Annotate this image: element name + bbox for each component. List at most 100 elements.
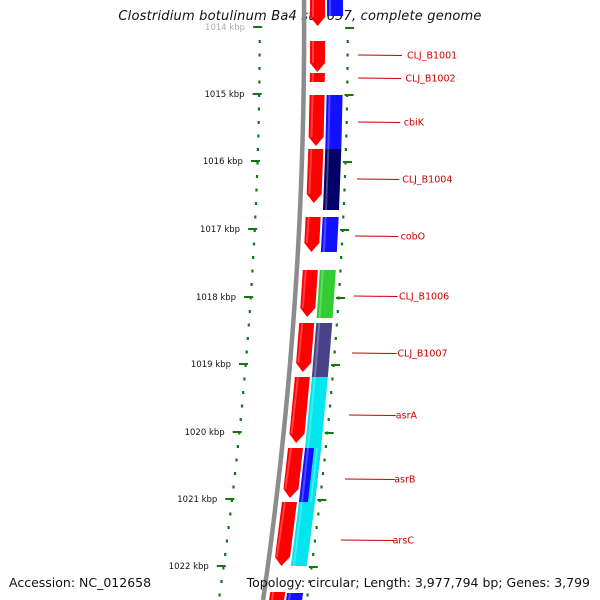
forward-cds-arrow xyxy=(283,448,304,498)
minor-tick-outer xyxy=(328,404,332,408)
minor-tick-inner xyxy=(257,121,260,124)
minor-tick-inner xyxy=(244,364,247,367)
forward-cds-arrow-highlight xyxy=(284,448,293,489)
minor-tick-inner xyxy=(236,445,239,448)
minor-tick-inner xyxy=(258,94,261,97)
minor-tick-inner xyxy=(257,107,260,111)
scale-label: 1022 kbp xyxy=(169,562,209,572)
forward-cds-arrow-highlight xyxy=(311,41,315,63)
forward-cds-arrow xyxy=(269,592,286,600)
scale-label: 1014 kbp xyxy=(205,23,245,33)
forward-cds-arrow xyxy=(308,95,325,146)
outer-band-feature xyxy=(305,377,328,448)
minor-tick-outer xyxy=(342,215,345,219)
gene-leader-line xyxy=(357,54,403,56)
accession-text: Accession: NC_012658 xyxy=(9,575,152,590)
forward-cds-arrow-highlight xyxy=(297,323,304,363)
forward-cds-arrow xyxy=(289,377,310,443)
outer-band-feature-highlight xyxy=(327,95,331,149)
outer-band-feature-highlight xyxy=(288,593,292,600)
gene-label: CLJ_B1004 xyxy=(402,175,452,186)
minor-tick-inner xyxy=(243,377,246,381)
minor-tick-inner xyxy=(232,485,235,489)
gene-leader-line xyxy=(340,539,394,541)
minor-tick-inner xyxy=(225,539,228,543)
minor-tick-inner xyxy=(248,310,251,313)
forward-cds-arrow-highlight xyxy=(301,270,307,308)
minor-tick-outer xyxy=(345,134,348,138)
minor-tick-outer xyxy=(346,53,349,57)
gene-label: CLJ_B1001 xyxy=(407,51,457,62)
minor-tick-inner xyxy=(257,134,260,138)
outer-band-feature xyxy=(327,0,344,16)
minor-tick-outer xyxy=(342,202,346,205)
outer-band-feature xyxy=(286,593,304,600)
minor-tick-outer xyxy=(343,188,346,192)
outer-band-feature xyxy=(311,323,333,377)
minor-tick-inner xyxy=(224,553,227,556)
outer-band-feature-highlight xyxy=(324,149,330,210)
minor-tick-inner xyxy=(227,526,230,529)
minor-tick-outer xyxy=(345,121,348,124)
forward-cds-arrow xyxy=(275,502,297,566)
minor-tick-outer xyxy=(338,283,341,286)
minor-tick-outer xyxy=(320,485,323,489)
label-layer: CLJ_B1001 CLJ_B1002 cbiK CLJ_B1004 cobO CLJ_B… xyxy=(340,51,457,547)
minor-tick-inner xyxy=(247,323,250,327)
minor-tick-outer xyxy=(340,242,344,246)
gene-label: arsC xyxy=(393,536,415,547)
forward-cds-arrow xyxy=(304,217,321,252)
minor-tick-outer xyxy=(339,269,342,273)
feature-layer xyxy=(269,0,344,600)
minor-tick-inner xyxy=(242,391,245,394)
forward-cds-arrow-highlight xyxy=(311,73,314,82)
minor-tick-inner xyxy=(229,512,232,516)
minor-tick-inner xyxy=(220,580,223,583)
gene-leader-line xyxy=(357,121,401,123)
minor-tick-outer xyxy=(346,80,349,84)
minor-tick-inner xyxy=(255,188,258,192)
minor-tick-outer xyxy=(327,418,330,421)
minor-tick-inner xyxy=(254,215,257,219)
forward-cds-arrow xyxy=(309,41,326,72)
forward-cds-arrow-highlight xyxy=(275,502,286,557)
minor-tick-inner xyxy=(240,404,244,408)
forward-cds-arrow xyxy=(300,270,318,317)
minor-tick-inner xyxy=(230,499,233,502)
backbone-layer xyxy=(260,0,307,600)
minor-tick-inner xyxy=(252,242,256,246)
forward-cds-arrow-highlight xyxy=(305,217,310,243)
minor-tick-inner xyxy=(222,566,225,570)
outer-band-feature-highlight xyxy=(307,377,316,448)
minor-tick-inner xyxy=(250,283,253,286)
scale-layer: 1014 kbp 1015 kbp 1016 kbp 1017 kbp 1018 kbp… xyxy=(169,23,355,597)
scale-label: 1015 kbp xyxy=(205,90,245,100)
genome-summary-text: Topology: circular; Length: 3,977,794 bp… xyxy=(246,575,590,590)
scale-label: 1019 kbp xyxy=(191,360,231,370)
scale-label: 1021 kbp xyxy=(177,495,217,505)
outer-band-feature-highlight xyxy=(313,323,321,377)
minor-tick-inner xyxy=(255,175,259,178)
forward-cds-arrow-highlight xyxy=(271,592,275,600)
forward-cds-arrow-highlight xyxy=(312,0,315,17)
minor-tick-inner xyxy=(218,593,221,597)
gene-leader-line xyxy=(351,352,397,354)
forward-cds-arrow xyxy=(306,149,324,203)
gene-leader-line xyxy=(344,478,395,480)
minor-tick-outer xyxy=(306,593,309,597)
minor-tick-outer xyxy=(336,310,339,313)
gene-leader-line xyxy=(357,77,402,79)
minor-tick-outer xyxy=(317,512,320,516)
gene-label: cobO xyxy=(401,232,426,243)
minor-tick-inner xyxy=(258,80,261,84)
minor-tick-inner xyxy=(256,148,259,151)
outer-band-feature xyxy=(322,149,342,210)
outer-band-feature-highlight xyxy=(322,217,327,252)
gene-label: asrB xyxy=(394,475,415,486)
outer-band-feature xyxy=(290,502,315,566)
outer-band-feature-highlight xyxy=(292,502,303,566)
minor-tick-outer xyxy=(323,458,326,462)
gene-leader-line xyxy=(353,295,398,297)
minor-tick-inner xyxy=(252,256,255,259)
gene-leader-line xyxy=(354,235,399,237)
